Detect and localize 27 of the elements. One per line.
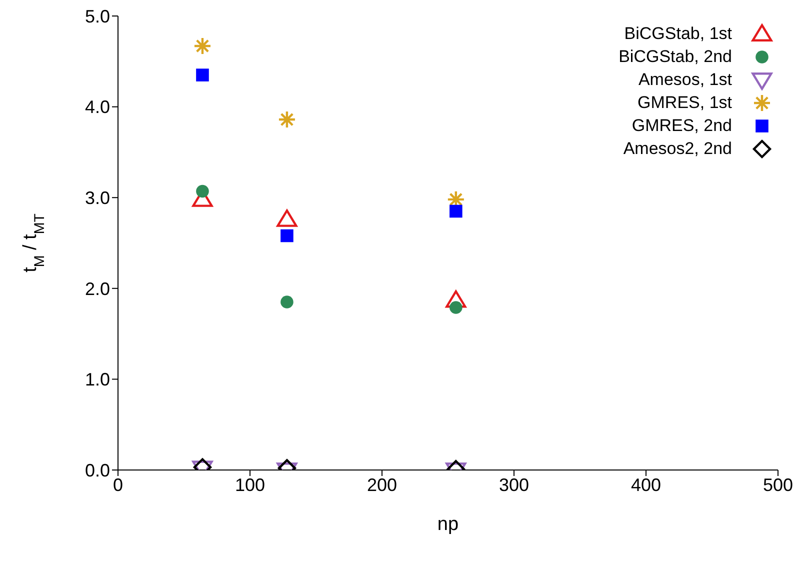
legend-label: BiCGStab, 2nd <box>618 46 732 66</box>
x-tick-label: 200 <box>366 474 398 495</box>
legend-label: GMRES, 1st <box>638 92 732 112</box>
legend-label: Amesos, 1st <box>638 70 732 90</box>
legend-label: BiCGStab, 1st <box>624 24 732 44</box>
point <box>276 209 298 227</box>
y-tick-label: 3.0 <box>84 188 110 208</box>
x-tick-label: 300 <box>498 474 530 495</box>
legend-label: Amesos2, 2nd <box>623 138 732 158</box>
point <box>446 290 466 308</box>
point <box>193 36 212 56</box>
point <box>280 229 294 242</box>
x-tick-label: 100 <box>234 474 266 495</box>
y-tick-label: 4.0 <box>84 97 110 118</box>
x-axis-title: np <box>437 514 459 535</box>
y-tick-label: 5.0 <box>84 6 110 26</box>
point <box>450 204 462 218</box>
y-tick-label: 0.0 <box>84 460 110 480</box>
y-tick-label: 2.0 <box>84 278 110 299</box>
y-tick-label: 1.0 <box>84 370 110 390</box>
legend-label: GMRES, 2nd <box>632 116 732 136</box>
point <box>196 184 209 198</box>
point <box>278 110 296 129</box>
x-tick-label: 500 <box>762 474 794 495</box>
point <box>196 68 209 82</box>
x-tick-label: 0 <box>112 474 124 495</box>
x-tick-label: 400 <box>630 474 662 495</box>
